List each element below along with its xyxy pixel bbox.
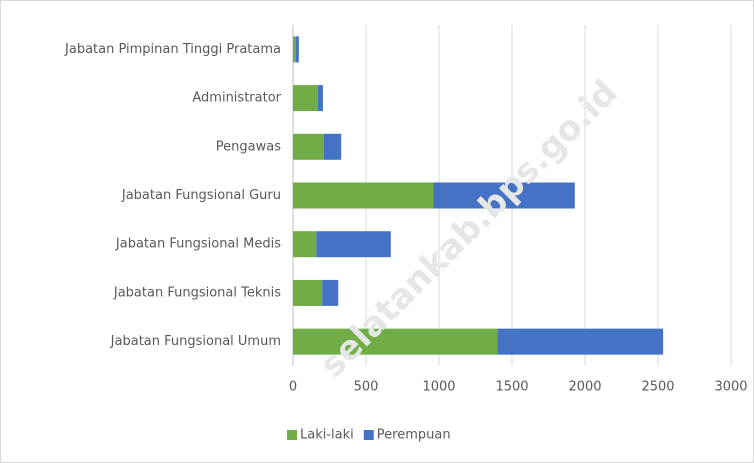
x-tick-label: 2000 bbox=[568, 380, 601, 395]
bar-segment bbox=[293, 279, 323, 306]
x-tick-label: 500 bbox=[354, 380, 379, 395]
legend-swatch bbox=[287, 430, 297, 440]
legend-label: Laki-laki bbox=[300, 428, 354, 443]
bar-segment bbox=[497, 328, 664, 355]
y-tick-label: Pengawas bbox=[216, 139, 281, 154]
bar-segment bbox=[316, 231, 391, 258]
y-tick-label: Jabatan Fungsional Medis bbox=[115, 237, 281, 252]
y-tick-label: Jabatan Pimpinan Tinggi Pratama bbox=[64, 42, 281, 57]
x-tick-label: 3000 bbox=[714, 380, 747, 395]
x-tick-label: 1500 bbox=[495, 380, 528, 395]
bar-segment bbox=[433, 182, 575, 209]
bar-segment bbox=[293, 231, 317, 258]
legend-label: Perempuan bbox=[377, 428, 451, 443]
y-tick-label: Administrator bbox=[192, 91, 281, 106]
y-tick-label: Jabatan Fungsional Umum bbox=[110, 334, 281, 349]
bar-segment bbox=[293, 328, 498, 355]
bar-segment bbox=[293, 85, 318, 112]
x-tick-label: 2500 bbox=[641, 380, 674, 395]
x-tick-label: 0 bbox=[289, 380, 297, 395]
bar-segment bbox=[317, 85, 323, 112]
bar-segment bbox=[293, 182, 434, 209]
y-tick-label: Jabatan Fungsional Teknis bbox=[113, 285, 281, 300]
y-tick-label: Jabatan Fungsional Guru bbox=[121, 188, 281, 203]
legend-swatch bbox=[363, 430, 374, 440]
bar-segment bbox=[293, 36, 296, 63]
bar-segment bbox=[323, 133, 342, 160]
bar-segment bbox=[293, 133, 324, 160]
bar-segment bbox=[322, 279, 339, 306]
x-tick-label: 1000 bbox=[422, 380, 455, 395]
bar-segment bbox=[295, 36, 299, 63]
